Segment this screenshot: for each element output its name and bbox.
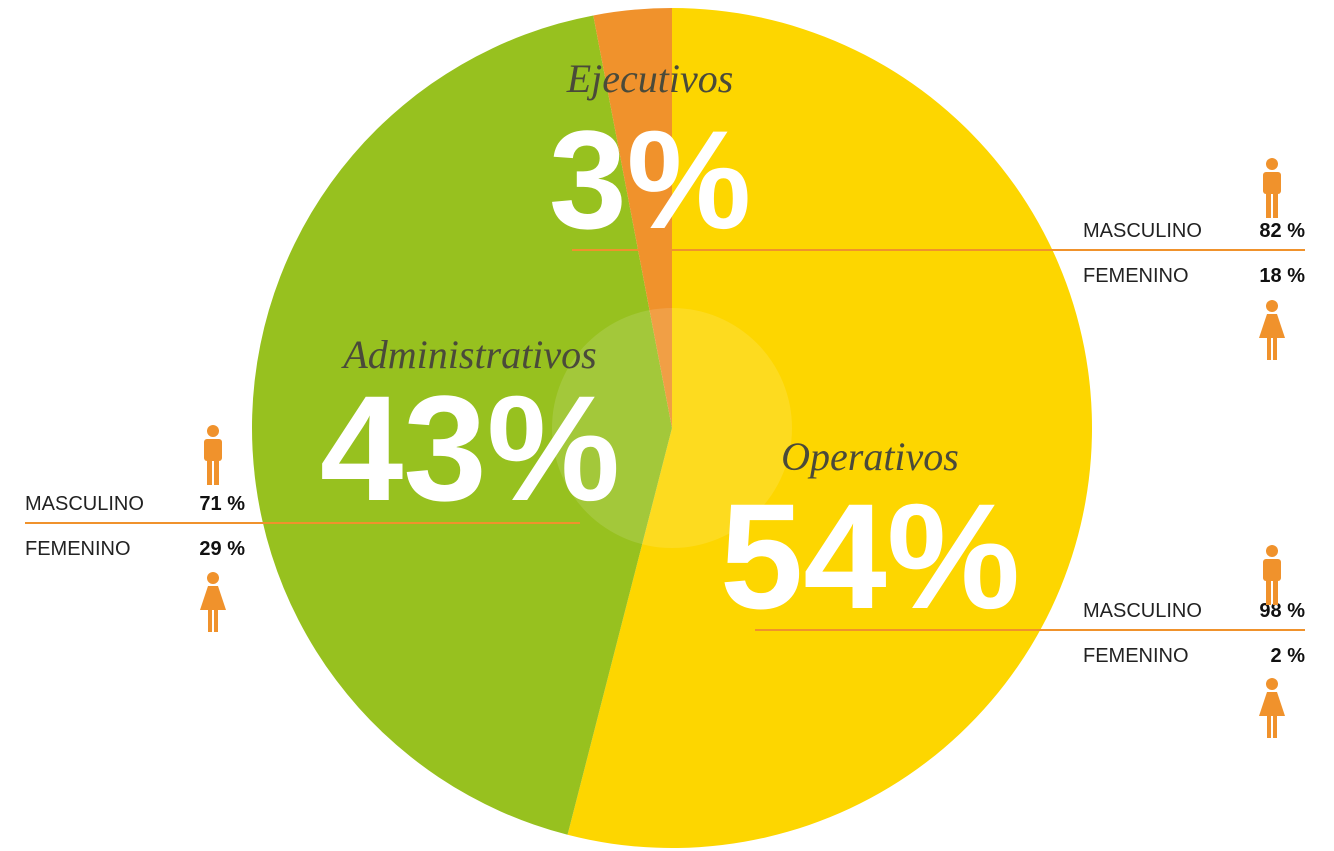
gender-label: FEMENINO — [25, 538, 131, 560]
icon-part — [1266, 300, 1278, 312]
inner-highlight — [552, 308, 792, 548]
category-label: Administrativos — [340, 332, 596, 377]
icon-part — [214, 608, 218, 632]
gender-value: 18 % — [1259, 265, 1305, 287]
female-icon — [1259, 678, 1285, 738]
icon-part — [1259, 314, 1285, 338]
gender-value: 71 % — [199, 493, 245, 515]
gender-label: MASCULINO — [25, 493, 144, 515]
pie-slice — [251, 15, 673, 835]
male-icon — [1263, 158, 1281, 218]
gender-value: 98 % — [1259, 600, 1305, 622]
icon-part — [1266, 545, 1278, 557]
icon-part — [200, 586, 226, 610]
icon-part — [1273, 714, 1277, 738]
icon-part — [208, 608, 212, 632]
icon-part — [1266, 158, 1278, 170]
gender-label: MASCULINO — [1083, 600, 1202, 622]
icon-part — [1266, 678, 1278, 690]
icon-part — [1263, 559, 1281, 581]
percent-label: 3% — [549, 101, 751, 258]
icon-part — [207, 572, 219, 584]
category-label: Ejecutivos — [566, 56, 734, 101]
icon-part — [1267, 714, 1271, 738]
gender-label: FEMENINO — [1083, 645, 1189, 667]
gender-value: 29 % — [199, 538, 245, 560]
icon-part — [1259, 692, 1285, 716]
female-icon — [1259, 300, 1285, 360]
gender-value: 2 % — [1271, 645, 1306, 667]
icon-part — [1267, 336, 1271, 360]
icon-part — [1266, 192, 1271, 218]
male-icon — [1263, 545, 1281, 605]
pie-slice — [593, 8, 672, 428]
gender-label: MASCULINO — [1083, 220, 1202, 242]
gender-value: 82 % — [1259, 220, 1305, 242]
gender-label: FEMENINO — [1083, 265, 1189, 287]
percent-label: 54% — [720, 472, 1020, 640]
percent-label: 43% — [320, 364, 620, 532]
female-icon — [200, 572, 226, 632]
icon-part — [204, 439, 222, 461]
icon-part — [1273, 336, 1277, 360]
pie-slice — [567, 8, 1092, 848]
male-icon — [204, 425, 222, 485]
icon-part — [1266, 579, 1271, 605]
category-label: Operativos — [781, 434, 959, 479]
icon-part — [207, 459, 212, 485]
icon-part — [1263, 172, 1281, 194]
icon-part — [214, 459, 219, 485]
icon-part — [1273, 192, 1278, 218]
icon-part — [207, 425, 219, 437]
icon-part — [1273, 579, 1278, 605]
